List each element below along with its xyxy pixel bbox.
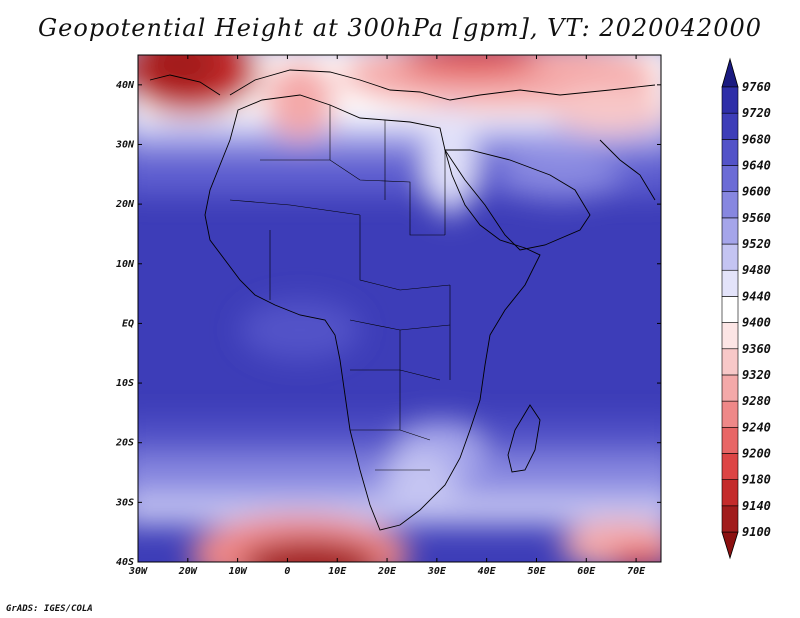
lat-label: 40N xyxy=(116,80,135,91)
colorbar-segment xyxy=(721,165,739,193)
lon-label: 10E xyxy=(328,566,347,577)
colorbar-label: 9440 xyxy=(742,289,771,303)
height-field xyxy=(138,55,661,562)
colorbar-segment xyxy=(721,139,739,166)
colorbar-label: 9760 xyxy=(742,80,771,94)
lat-label: 30S xyxy=(115,497,134,508)
colorbar-label: 9100 xyxy=(742,525,771,539)
colorbar-label: 9720 xyxy=(742,106,771,120)
colorbar-label: 9520 xyxy=(742,237,771,251)
colorbar-segment xyxy=(721,348,739,376)
colorbar-label: 9680 xyxy=(742,132,771,146)
lat-label: EQ xyxy=(122,318,134,329)
colorbar-segment xyxy=(721,505,739,533)
lon-label: 20W xyxy=(178,566,198,577)
colorbar-segment xyxy=(721,479,739,507)
colorbar-segment xyxy=(721,243,739,271)
colorbar-label: 9560 xyxy=(742,211,771,225)
grads-credit: GrADS: IGES/COLA xyxy=(6,604,93,614)
lat-label: 20S xyxy=(115,438,134,449)
colorbar-arrow-bottom xyxy=(721,531,739,560)
colorbar-segment xyxy=(721,112,739,140)
axis-ticks xyxy=(137,55,661,563)
colorbar: 9100 9140 9180 9200 9240 9280 9320 9360 9400 9440… xyxy=(721,57,771,560)
lon-label: 70E xyxy=(627,566,646,577)
colorbar-segment xyxy=(721,191,739,219)
lat-label: 10S xyxy=(116,378,134,389)
colorbar-label: 9480 xyxy=(742,263,771,277)
colorbar-label: 9320 xyxy=(742,368,771,382)
coastlines xyxy=(149,69,656,531)
colorbar-segment xyxy=(721,86,739,114)
colorbar-label: 9180 xyxy=(742,473,771,487)
colorbar-segment xyxy=(721,269,739,297)
colorbar-segment xyxy=(721,453,739,480)
latitude-labels: 40N 30N 20N 10N EQ 10S 20S 30S 40S xyxy=(115,80,135,568)
colorbar-segment xyxy=(721,217,739,245)
lon-label: 0 xyxy=(284,566,290,577)
colorbar-segment xyxy=(721,374,739,402)
colorbar-segment xyxy=(721,322,739,350)
colorbar-label: 9640 xyxy=(742,159,771,173)
lon-label: 40E xyxy=(478,566,497,577)
lon-label: 30W xyxy=(128,566,148,577)
longitude-labels: 30W 20W 10W 0 10E 20E 30E 40E 50E 60E 70E xyxy=(128,566,646,577)
lat-label: 40S xyxy=(116,557,134,568)
lat-label: 30N xyxy=(115,139,135,150)
colorbar-segment xyxy=(721,296,739,323)
colorbar-label: 9140 xyxy=(742,499,771,513)
lon-label: 20E xyxy=(377,566,397,577)
country-borders xyxy=(229,105,451,471)
lon-label: 30E xyxy=(427,566,447,577)
colorbar-label: 9240 xyxy=(742,420,771,434)
colorbar-label: 9400 xyxy=(742,316,771,330)
colorbar-segment xyxy=(721,400,739,428)
lat-label: 20N xyxy=(115,199,135,210)
plot-frame xyxy=(137,54,662,563)
lon-label: 10W xyxy=(229,566,248,577)
colorbar-label: 9360 xyxy=(742,342,771,356)
colorbar-segment xyxy=(721,426,739,454)
colorbar-label: 9200 xyxy=(742,446,771,460)
map-title: Geopotential Height at 300hPa [gpm], VT:… xyxy=(38,14,762,42)
colorbar-arrow-top xyxy=(721,57,739,88)
lon-label: 50E xyxy=(527,566,546,577)
lon-label: 60E xyxy=(577,566,596,577)
colorbar-label: 9600 xyxy=(742,185,771,199)
colorbar-label: 9280 xyxy=(742,394,771,408)
lat-label: 10N xyxy=(116,259,135,270)
